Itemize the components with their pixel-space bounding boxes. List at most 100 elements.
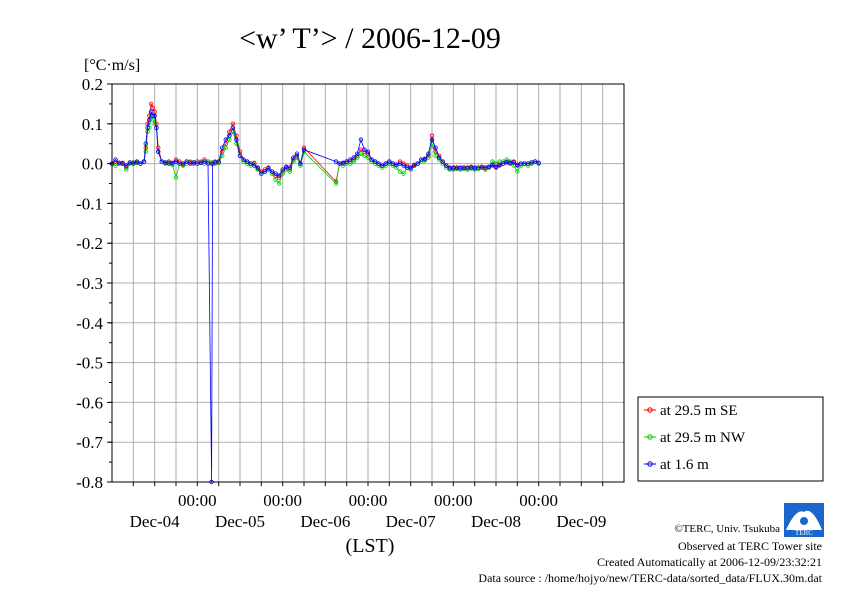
data-point [401, 171, 406, 176]
data-point [223, 137, 228, 142]
data-point [362, 153, 367, 158]
grid [112, 83, 624, 483]
footer-credit: ©TERC, Univ. Tsukuba [674, 523, 780, 535]
data-point [145, 125, 150, 130]
data-point [490, 162, 495, 167]
data-point [202, 159, 207, 164]
data-point [152, 121, 157, 126]
data-point [237, 153, 243, 158]
data-point [369, 157, 374, 162]
data-point [408, 166, 413, 171]
data-point [262, 169, 268, 174]
data-point [429, 137, 435, 142]
y-tick-label: -0.7 [76, 433, 103, 452]
data-point [230, 125, 236, 130]
data-point [216, 159, 221, 164]
data-point [412, 163, 417, 168]
data-point [291, 155, 296, 160]
data-point [383, 161, 388, 166]
data-point [333, 159, 339, 164]
data-point [294, 151, 300, 156]
logo-drop-icon [800, 517, 808, 525]
data-point [380, 163, 385, 168]
data-point [156, 149, 161, 154]
legend-marker [647, 434, 653, 440]
y-tick-label: -0.8 [76, 473, 103, 492]
data-point [244, 159, 250, 164]
data-point [440, 159, 445, 164]
chart-title: <w’ T’> / 2006-12-09 [239, 22, 501, 55]
legend-box [637, 396, 824, 482]
data-point [358, 137, 364, 142]
x-day-label: Dec-08 [471, 512, 521, 531]
data-point [252, 163, 257, 168]
x-day-label: Dec-07 [386, 512, 437, 531]
data-point [143, 141, 148, 146]
data-point [351, 155, 356, 160]
data-point [280, 167, 285, 172]
y-tick-label: 0.1 [82, 115, 103, 134]
data-point [504, 157, 509, 162]
legend-label: at 29.5 m NW [660, 430, 746, 446]
data-point [355, 151, 360, 156]
data-point [365, 149, 371, 154]
data-point [134, 159, 140, 164]
y-axis: 0.2 0.1 0.0 -0.1 -0.2 -0.3 -0.4 -0.5 -0.6 -0.7 -0.… [76, 75, 112, 492]
y-tick-label: -0.3 [76, 274, 103, 293]
data-point [348, 157, 353, 162]
data-point [248, 161, 253, 166]
x-tick-label: 00:00 [263, 491, 302, 510]
data-point [227, 133, 232, 138]
y-tick-label: -0.2 [76, 234, 103, 253]
data-point [333, 181, 339, 186]
data-point [141, 159, 147, 164]
data-point [148, 109, 154, 115]
data-point [205, 161, 211, 166]
y-tick-label: -0.6 [76, 393, 103, 412]
x-day-label: Dec-06 [300, 512, 350, 531]
data-point [426, 151, 431, 156]
data-point [147, 117, 152, 123]
data-point [340, 163, 346, 168]
x-day-label: Dec-05 [215, 512, 265, 531]
data-point [486, 164, 492, 169]
data-point [387, 159, 392, 164]
series-3 [109, 109, 541, 485]
data-point [113, 163, 118, 168]
y-tick-label: -0.5 [76, 354, 103, 373]
legend-label: at 29.5 m SE [660, 403, 738, 419]
x-tick-label: 00:00 [349, 491, 388, 510]
data-point [515, 169, 520, 174]
series-layer [109, 101, 541, 485]
x-day-label: Dec-09 [556, 512, 606, 531]
data-point [180, 161, 186, 166]
data-point [433, 145, 438, 150]
data-point [397, 169, 403, 174]
data-point [490, 159, 495, 164]
data-point [143, 149, 148, 154]
data-point [422, 156, 428, 162]
footer-source: Data source : /home/hojyo/new/TERC-data/… [478, 571, 822, 585]
y-tick-label: -0.1 [76, 194, 103, 213]
y-tick-label: 0.2 [82, 75, 103, 94]
data-point [365, 155, 371, 160]
data-point [113, 157, 118, 162]
data-point [493, 164, 499, 169]
footer-site: Observed at TERC Tower site [678, 539, 822, 553]
data-point [376, 161, 381, 166]
data-point [269, 169, 275, 174]
x-tick-label: 00:00 [434, 491, 473, 510]
data-point [138, 161, 143, 166]
data-point [150, 113, 156, 119]
legend-marker [647, 461, 653, 467]
data-point [150, 105, 156, 111]
data-point [173, 159, 179, 164]
x-axis-label: (LST) [346, 535, 395, 557]
footer-created: Created Automatically at 2006-12-09/23:3… [597, 555, 822, 569]
data-point [276, 181, 282, 186]
legend-marker [647, 407, 653, 413]
y-tick-label: 0.0 [82, 155, 103, 174]
legend: at 29.5 m SE at 29.5 m NW at 1.6 m [637, 396, 824, 482]
data-point [273, 171, 278, 176]
data-point [266, 166, 271, 171]
